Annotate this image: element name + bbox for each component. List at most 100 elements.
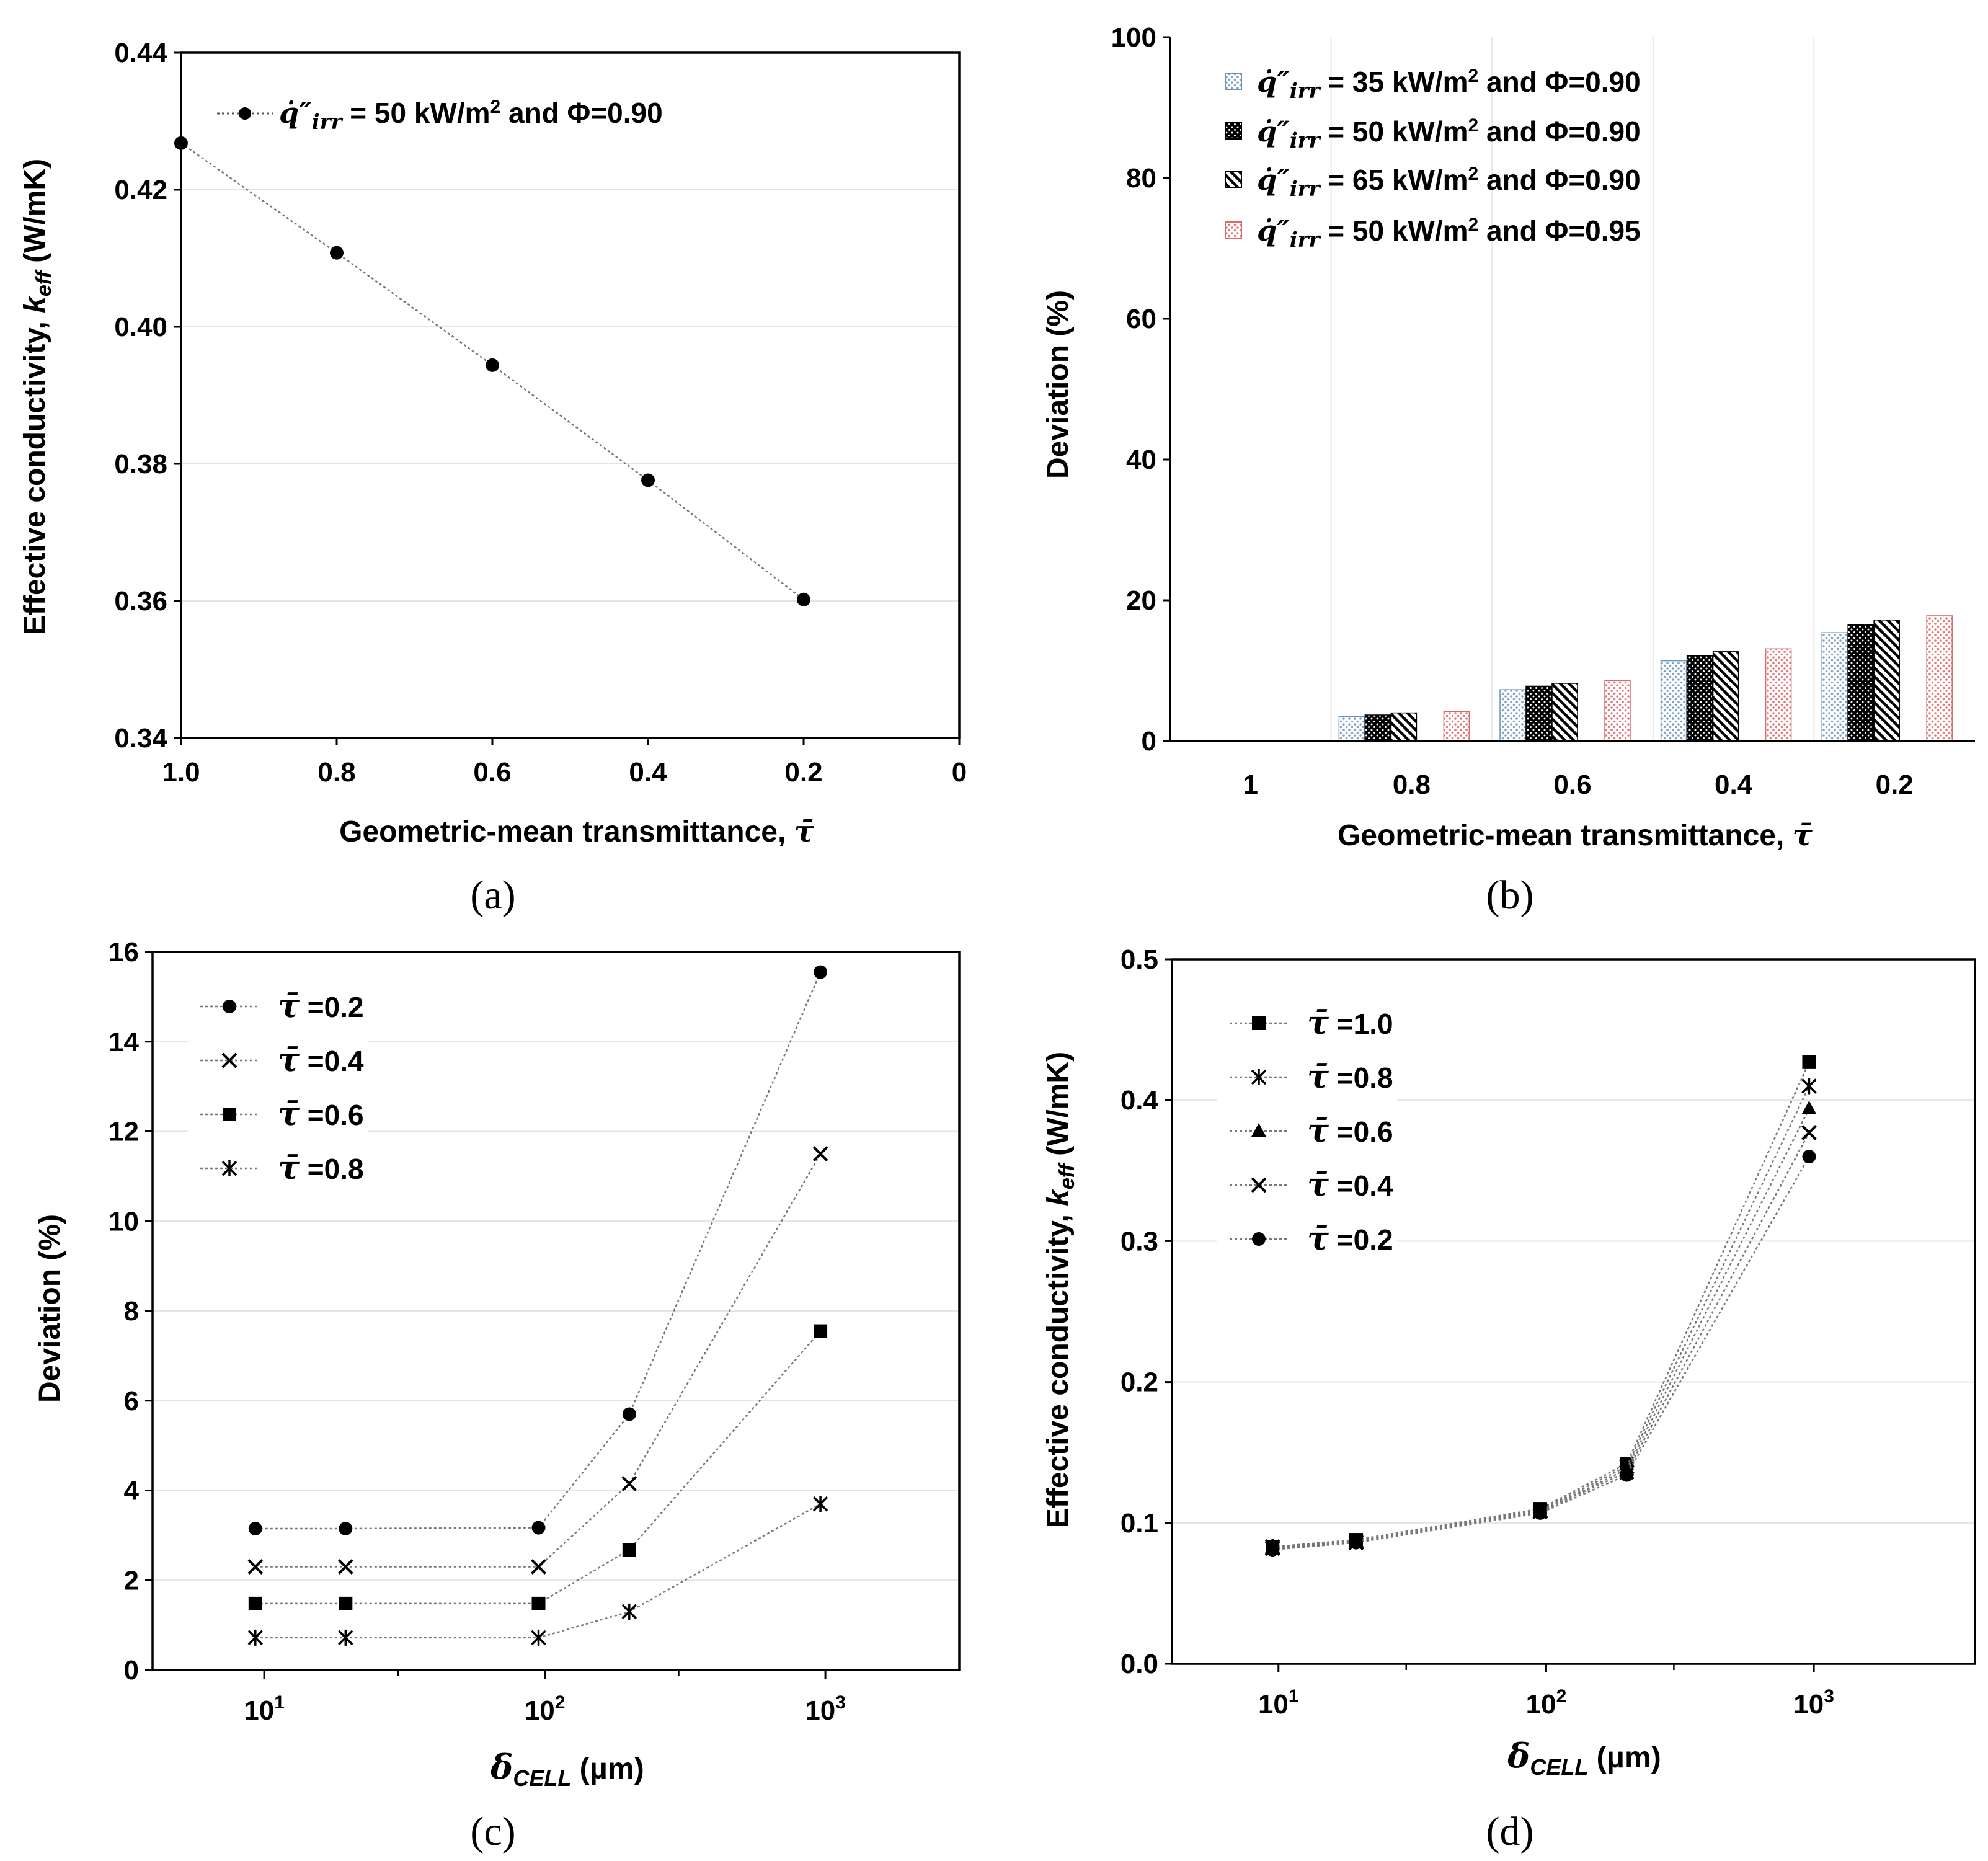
legend-swatch (1225, 73, 1242, 90)
legend-text: τ̄ =0.4 (278, 1041, 364, 1079)
panel-d-legend: τ̄ =1.0 τ̄ =0.8 τ̄ =0.6 τ̄ =0.4 τ̄ =0.2 (1217, 992, 1397, 1274)
data-point (1801, 1125, 1817, 1140)
legend-marker (1252, 1232, 1266, 1246)
panel-b-axes: 0 20 40 60 80 100 1 0.8 0.6 0.4 0.2 (1111, 22, 1975, 800)
plot-frame (1171, 958, 1976, 1665)
data-point (621, 1603, 637, 1620)
legend-marker (223, 1000, 236, 1013)
y-tick-label: 4 (124, 1476, 140, 1506)
panel-a: (a) 0.340.360.380.400.420.441.0 0.8 0.6 0.4… (19, 38, 967, 918)
panel-d-axes: 0.0 0.1 0.2 0.3 0.4 0.5 101 102 103 (1120, 944, 1976, 1720)
x-tick-label: 101 (244, 1692, 285, 1726)
y-tick-label: 0.4 (1120, 1085, 1159, 1116)
legend-marker (221, 1052, 237, 1068)
legend-text: τ̄ =0.2 (1307, 1220, 1393, 1258)
legend-text: τ̄ =0.6 (1307, 1112, 1393, 1150)
y-tick-label: 6 (124, 1386, 139, 1416)
data-point (531, 1629, 546, 1646)
y-tick-label: 0.44 (114, 38, 167, 68)
legend-marker (1251, 1069, 1267, 1085)
y-tick-label: 60 (1126, 304, 1156, 334)
plot-frame (180, 51, 961, 739)
panel-a-ylabel: Effective conductivity, keff (W/mK) (19, 159, 56, 635)
panel-c-data (247, 965, 828, 1646)
y-tick-label: 0.40 (114, 312, 167, 342)
bar (1364, 714, 1391, 742)
y-tick-label: 40 (1126, 445, 1156, 475)
y-tick-label: 2 (124, 1565, 139, 1596)
panel-b-xlabel: Geometric-mean transmittance, τ̄ (1338, 818, 1813, 853)
legend-swatch (1225, 122, 1242, 140)
bar (1926, 615, 1953, 742)
x-tick-label: 0.4 (629, 757, 667, 788)
y-tick-label: 10 (109, 1206, 139, 1237)
bar (1873, 620, 1900, 742)
x-tick-label: 0 (952, 757, 967, 788)
bar (1604, 680, 1631, 742)
data-point (337, 1559, 353, 1575)
data-point (247, 1559, 264, 1575)
y-tick-label: 12 (109, 1117, 139, 1147)
panel-b-legend: q̇″irr = 35 kW/m2 and Φ=0.90 q̇″irr = 50 … (1225, 65, 1641, 252)
panel-b-label: (b) (1486, 873, 1534, 918)
panel-c-legend: τ̄ =0.2 τ̄ =0.4 τ̄ =0.6 τ̄ =0.8 (188, 975, 368, 1204)
bar (1712, 651, 1739, 742)
data-point (621, 1476, 637, 1492)
x-tick-label: 101 (1258, 1686, 1299, 1720)
y-tick-label: 0.5 (1120, 944, 1158, 975)
data-point (1802, 1150, 1816, 1164)
legend-text: q̇″irr = 50 kW/m2 and Φ=0.95 (1257, 214, 1641, 252)
bar (1390, 712, 1418, 742)
y-tick-label: 0 (1142, 726, 1156, 757)
y-tick-label: 8 (124, 1296, 139, 1326)
data-point (1801, 1078, 1817, 1095)
panel-a-label: (a) (470, 873, 515, 918)
data-point (531, 1521, 546, 1535)
legend-swatch (1225, 221, 1242, 239)
panel-c-xlabel: δCELL (μm) (490, 1747, 644, 1791)
legend-background (188, 975, 368, 1204)
data-point (1533, 1506, 1547, 1520)
panel-d-ylabel: Effective conductivity, keff (W/mK) (1042, 1052, 1079, 1528)
data-point (174, 136, 188, 150)
x-tick-label: 0.8 (317, 757, 355, 788)
bar (1821, 632, 1848, 742)
x-tick-label: 0.2 (1876, 770, 1914, 800)
legend-text: τ̄ =0.8 (1307, 1058, 1393, 1096)
panel-a-axes: 0.34 0.36 0.38 0.40 0.42 0.44 1.0 0.8 0.6 0.4 0.2 0 (114, 38, 967, 788)
legend-marker (1251, 1177, 1267, 1193)
y-tick-label: 0.0 (1120, 1649, 1158, 1679)
data-point (622, 1543, 636, 1557)
y-tick-label: 0.42 (114, 175, 167, 205)
legend-text: q̇″irr = 50 kW/m2 and Φ=0.90 (1257, 115, 1641, 153)
y-tick-label: 14 (109, 1027, 139, 1057)
x-tick-label: 1 (1243, 770, 1258, 800)
bar (1551, 683, 1578, 742)
legend-text: τ̄ =0.6 (278, 1095, 364, 1133)
bar (1443, 711, 1470, 742)
data-point (1349, 1535, 1363, 1550)
x-tick-label: 103 (1793, 1686, 1834, 1720)
data-point (486, 358, 499, 372)
data-point (531, 1559, 546, 1575)
x-tick-label: 102 (525, 1692, 566, 1726)
bar (1499, 689, 1526, 742)
bar (1525, 685, 1552, 742)
legend-marker-circle (239, 107, 251, 120)
y-tick-label: 0.2 (1120, 1367, 1158, 1398)
y-tick-label: 80 (1126, 163, 1156, 193)
y-tick-label: 0.38 (114, 449, 167, 479)
y-tick-label: 100 (1111, 22, 1156, 53)
data-point (1620, 1468, 1634, 1482)
data-point (248, 1522, 262, 1536)
panel-b: (b) 0 20 40 60 80 100 1 0.8 0.6 0.4 0.2 q̇″irr = 3… (1042, 22, 1975, 918)
x-tick-label: 1.0 (162, 757, 200, 788)
legend-text: τ̄ =1.0 (1307, 1004, 1393, 1042)
x-tick-label: 102 (1526, 1686, 1567, 1720)
panel-c-ylabel: Deviation (%) (33, 1214, 66, 1403)
panel-b-data (1338, 615, 1953, 742)
panel-d-xlabel: δCELL (μm) (1507, 1736, 1661, 1780)
data-point (812, 1496, 828, 1512)
